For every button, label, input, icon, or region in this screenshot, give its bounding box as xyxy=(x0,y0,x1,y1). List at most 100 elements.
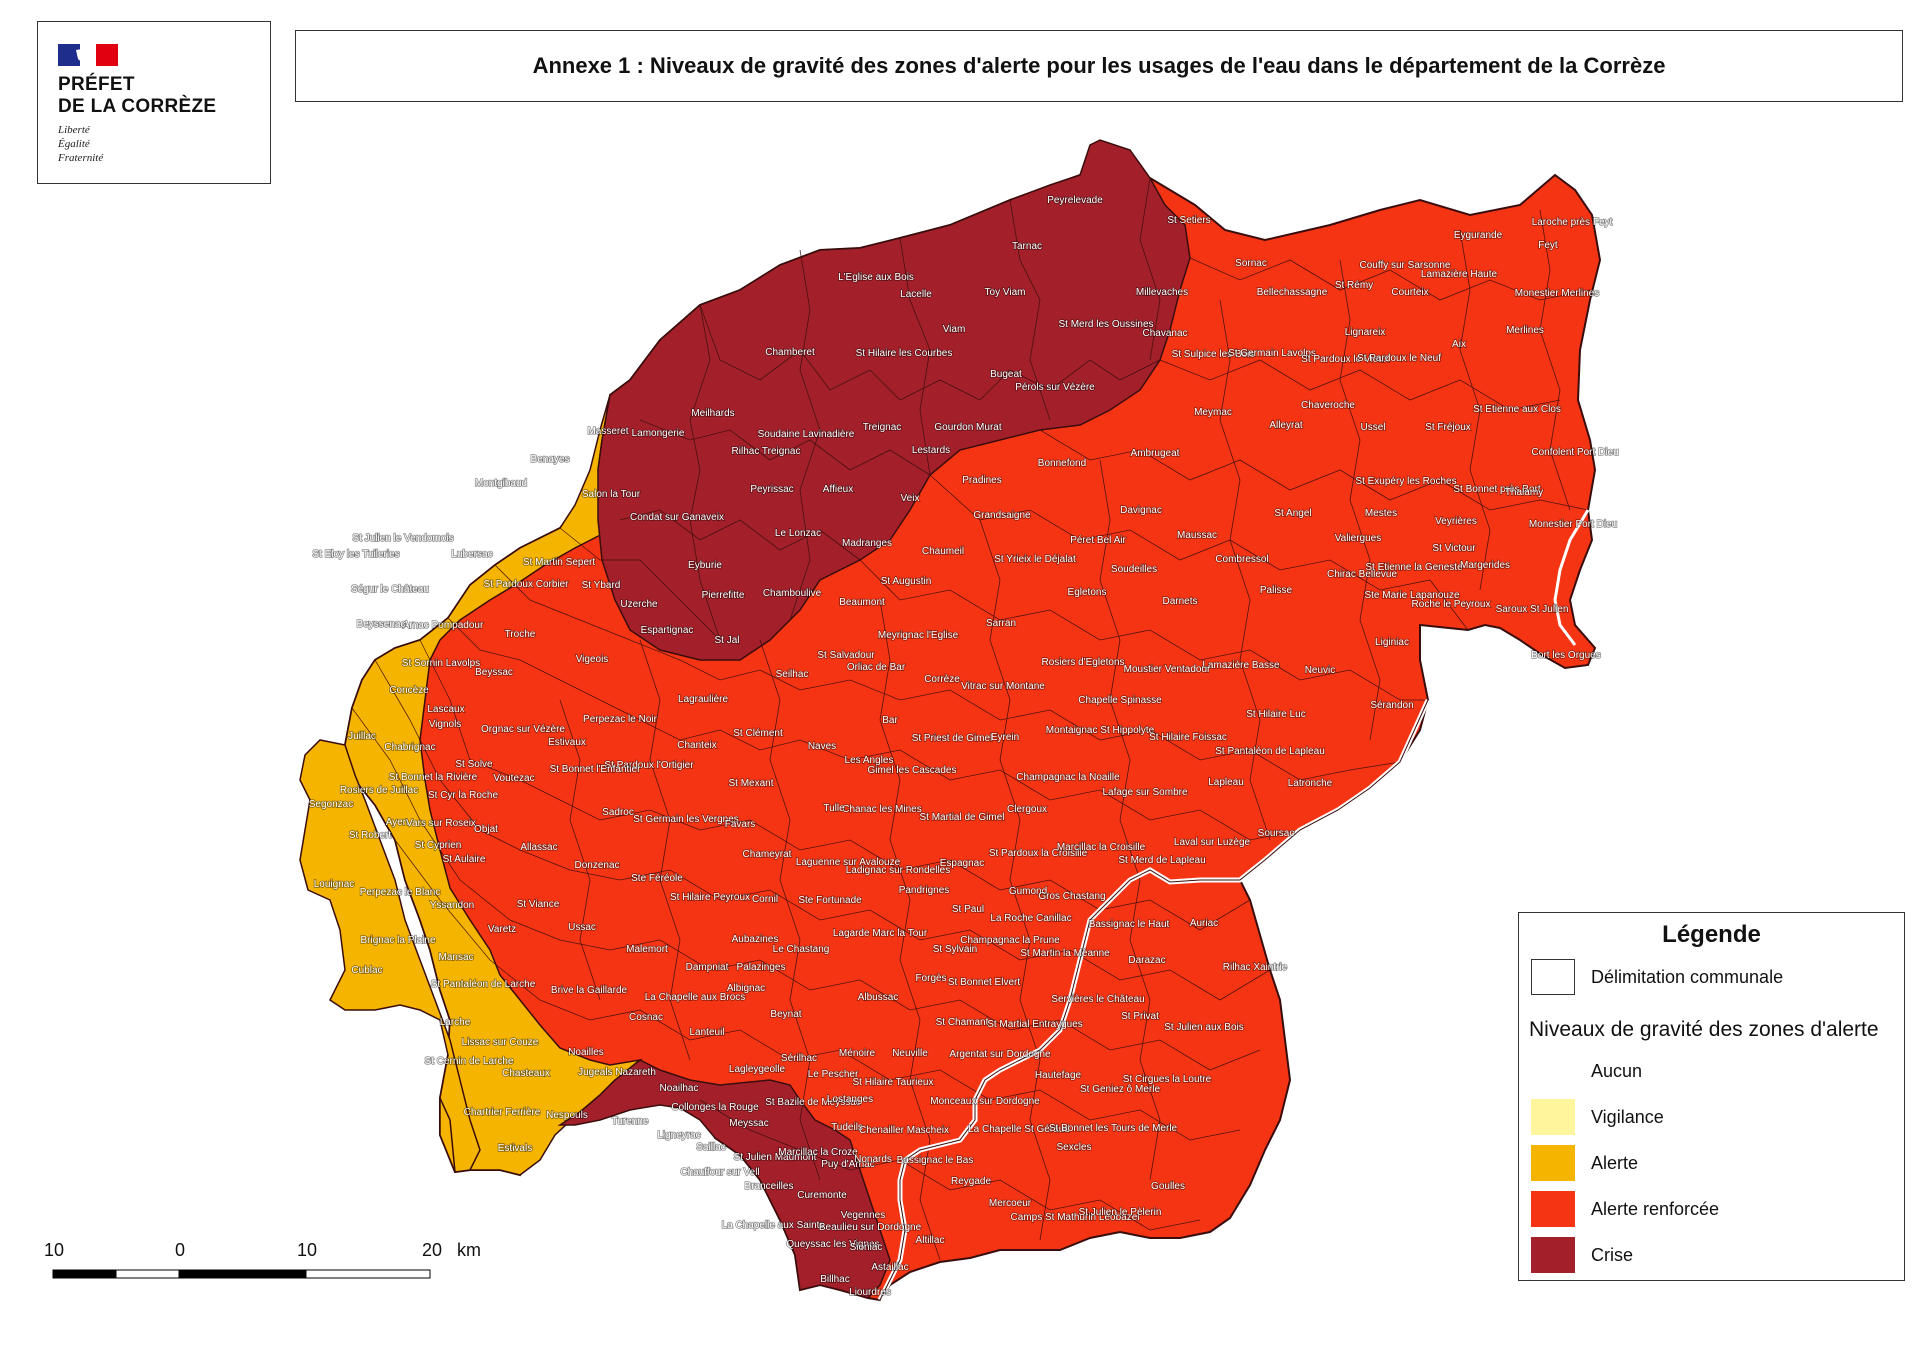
commune-label: Grandsaigne xyxy=(973,510,1031,521)
commune-label: St Cyr la Roche xyxy=(428,790,498,801)
commune-label: Bonnefond xyxy=(1038,458,1086,469)
motto-egalite: Égalité xyxy=(58,138,90,150)
commune-label: Davignac xyxy=(1120,505,1162,516)
commune-label: Argentat sur Dordogne xyxy=(949,1049,1051,1060)
commune-label: Lestards xyxy=(912,445,950,456)
commune-label: Confolent Port Dieu xyxy=(1531,447,1618,458)
commune-label: Astaillac xyxy=(871,1262,908,1273)
commune-label: La Roche Canillac xyxy=(990,913,1071,924)
commune-label: St Martial de Gimel xyxy=(919,812,1004,823)
prefecture-logo-block: PRÉFET DE LA CORRÈZE Liberté Égalité Fra… xyxy=(37,21,271,184)
commune-label: Ségur le Château xyxy=(351,584,429,595)
legend-swatch-boundary xyxy=(1531,959,1575,995)
commune-label: Bellechassagne xyxy=(1257,287,1328,298)
commune-label: Veyrières xyxy=(1435,516,1477,527)
commune-label: Aubazines xyxy=(732,934,779,945)
commune-label: Thalamy xyxy=(1505,487,1543,498)
map-title-box: Annexe 1 : Niveaux de gravité des zones … xyxy=(295,30,1903,102)
commune-label: St Germain Lavolps xyxy=(1228,348,1316,359)
commune-label: St Etienne aux Clos xyxy=(1473,404,1561,415)
commune-label: Clergoux xyxy=(1007,804,1047,815)
commune-label: Naves xyxy=(808,741,836,752)
commune-label: Pandrignes xyxy=(899,885,950,896)
commune-label: Lignareix xyxy=(1345,327,1386,338)
commune-label: Masseret xyxy=(587,426,628,437)
commune-label: Chasteaux xyxy=(502,1068,550,1079)
commune-label: St Martin Sepert xyxy=(523,557,595,568)
commune-label: Courteix xyxy=(1391,287,1428,298)
commune-label: St Paul xyxy=(952,904,984,915)
commune-label: Pierrefitte xyxy=(702,590,745,601)
commune-label: Chenailler Mascheix xyxy=(859,1125,949,1136)
commune-label: St Exupéry les Roches xyxy=(1355,476,1456,487)
commune-label: St Eloy les Tuileries xyxy=(312,549,399,560)
commune-label: Sadroc xyxy=(602,807,634,818)
commune-label: St Merd les Oussines xyxy=(1058,319,1153,330)
commune-label: Chaveroche xyxy=(1301,400,1355,411)
commune-label: Darazac xyxy=(1128,955,1165,966)
commune-label: Roche le Peyroux xyxy=(1412,599,1491,610)
commune-label: St Pardoux le Neuf xyxy=(1357,353,1441,364)
marianne-flag-logo xyxy=(58,44,118,66)
commune-label: Champagnac la Prune xyxy=(960,935,1060,946)
commune-label: Peyrissac xyxy=(750,484,793,495)
legend-label-vigilance: Vigilance xyxy=(1591,1107,1664,1127)
commune-label: Lamongerie xyxy=(632,428,685,439)
commune-label: Bassignac le Haut xyxy=(1089,919,1170,930)
motto-liberte: Liberté xyxy=(58,124,90,136)
commune-label: L'Eglise aux Bois xyxy=(838,272,914,283)
commune-label: Queyssac les Vignes xyxy=(786,1239,879,1250)
commune-label: Chartrier Ferrière xyxy=(464,1107,541,1118)
commune-label: St Hilaire Luc xyxy=(1246,709,1305,720)
commune-label: Ladignac sur Rondelles xyxy=(846,865,951,876)
commune-label: Larche xyxy=(440,1017,471,1028)
commune-label: Gros Chastang xyxy=(1038,891,1105,902)
commune-label: Auriac xyxy=(1190,918,1218,929)
commune-label: Eyrein xyxy=(991,732,1019,743)
commune-label: Vigeois xyxy=(576,654,609,665)
commune-label: Latronche xyxy=(1288,778,1333,789)
commune-label: Orliac de Bar xyxy=(847,662,906,673)
commune-label: Montaignac St Hippolyte xyxy=(1046,725,1155,736)
commune-label: Voutezac xyxy=(493,773,534,784)
commune-label: Curemonte xyxy=(797,1190,847,1201)
commune-label: Combressol xyxy=(1215,554,1268,565)
commune-label: Uzerche xyxy=(620,599,658,610)
commune-label: Saillac xyxy=(696,1142,725,1153)
commune-label: Chirac Bellevue xyxy=(1327,569,1397,580)
commune-label: Neuville xyxy=(892,1048,928,1059)
legend-label-alerte: Alerte xyxy=(1591,1153,1639,1173)
commune-label: St Cirgues la Loutre xyxy=(1123,1074,1212,1085)
commune-label: Lamazière Haute xyxy=(1421,269,1498,280)
commune-label: Cosnac xyxy=(629,1012,663,1023)
commune-label: St Martin la Méanne xyxy=(1020,948,1110,959)
commune-label: Dampniat xyxy=(686,962,729,973)
commune-label: Puy d'Arnac xyxy=(821,1159,875,1170)
commune-label: Ste Marie Lapanouze xyxy=(1364,590,1460,601)
commune-label: St Solve xyxy=(455,759,493,770)
commune-label: Meymac xyxy=(1194,407,1232,418)
legend-swatch-vigilance xyxy=(1531,1099,1575,1135)
commune-label: St Martial Entraygues xyxy=(987,1019,1083,1030)
commune-label: Sérandon xyxy=(1370,700,1413,711)
commune-label: St Merd de Lapleau xyxy=(1118,855,1205,866)
commune-label: Noailhac xyxy=(660,1083,699,1094)
commune-label: Eygurande xyxy=(1454,230,1503,241)
commune-label: Le Lonzac xyxy=(775,528,821,539)
commune-label: St Salvadour xyxy=(817,650,875,661)
commune-label: St Bonnet Elvert xyxy=(948,977,1020,988)
commune-label: Valiergues xyxy=(1335,533,1382,544)
commune-label: Servières le Château xyxy=(1051,994,1144,1005)
commune-label: Cublac xyxy=(351,965,382,976)
legend-swatch-aucun xyxy=(1531,1053,1575,1089)
commune-label: Rosiers de Juillac xyxy=(340,785,418,796)
commune-label: Ayen xyxy=(386,817,409,828)
commune-label: St Privat xyxy=(1121,1011,1159,1022)
commune-label: Objat xyxy=(474,824,498,835)
commune-label: Branceilles xyxy=(745,1181,794,1192)
scale-bar-graphic xyxy=(52,1269,431,1279)
commune-label: Ménoire xyxy=(839,1048,876,1059)
prefet-title-line2: DE LA CORRÈZE xyxy=(58,96,217,117)
commune-label: St Geniez ô Merle xyxy=(1080,1084,1160,1095)
